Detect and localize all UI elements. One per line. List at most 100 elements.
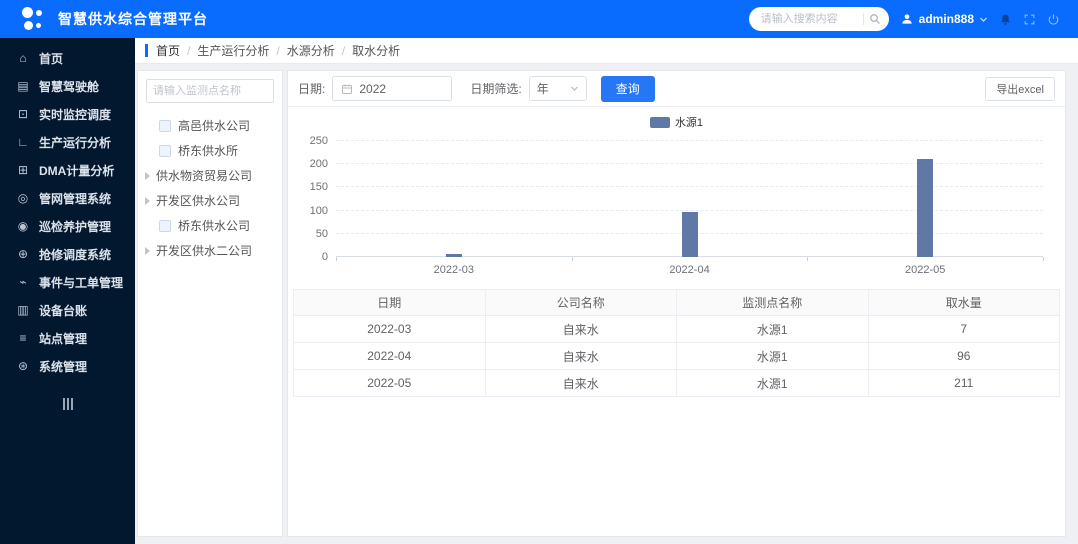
tree-item[interactable]: 供水物资贸易公司 <box>138 163 282 188</box>
breadcrumb-item[interactable]: 水源分析 <box>286 44 335 58</box>
username: admin888 <box>918 12 974 26</box>
sidebar-item-system-mgmt[interactable]: ⊛ 系统管理 <box>0 352 135 380</box>
sidebar-item-label: 系统管理 <box>39 359 88 374</box>
collapse-menu-icon[interactable] <box>0 398 135 410</box>
sidebar-item-home[interactable]: ⌂ 首页 <box>0 44 135 72</box>
breadcrumb-item[interactable]: 取水分析 <box>352 44 401 58</box>
tree-item[interactable]: 开发区供水公司 <box>138 188 282 213</box>
fullscreen-icon[interactable] <box>1023 13 1036 26</box>
sidebar-item-label: 实时监控调度 <box>39 107 112 122</box>
sidebar-item-repair-dispatch[interactable]: ⊕ 抢修调度系统 <box>0 240 135 268</box>
table-header-cell: 公司名称 <box>484 289 677 316</box>
sliders-icon: ≡ <box>19 331 27 345</box>
power-logout-icon[interactable] <box>1047 13 1060 26</box>
breadcrumb-item[interactable]: 生产运行分析 <box>197 44 270 58</box>
date-picker[interactable] <box>332 76 453 101</box>
legend-item[interactable]: 水源1 <box>649 114 703 130</box>
sidebar-item-inspection[interactable]: ◉ 巡检养护管理 <box>0 212 135 240</box>
monitor-icon: ⊡ <box>17 107 29 121</box>
table-row: 2022-03 自来水 水源1 7 <box>293 315 1060 343</box>
chevron-down-icon <box>979 15 988 24</box>
app-logo-icon <box>20 6 46 32</box>
sidebar-item-label: 站点管理 <box>39 331 88 346</box>
table-cell: 211 <box>867 369 1060 397</box>
table-row: 2022-04 自来水 水源1 96 <box>293 342 1060 370</box>
breadcrumb: 首页 / 生产运行分析 / 水源分析 / 取水分析 <box>156 42 400 59</box>
divider <box>862 13 864 25</box>
sidebar-item-event-workorder[interactable]: ⌁ 事件与工单管理 <box>0 268 135 296</box>
table-cell: 7 <box>867 315 1060 343</box>
table-row: 2022-05 自来水 水源1 211 <box>293 369 1060 397</box>
tree-item[interactable]: 桥东供水公司 <box>138 213 282 238</box>
table-cell: 2022-03 <box>293 315 486 343</box>
bolt-icon: ⌁ <box>19 275 27 289</box>
caret-right-icon[interactable] <box>145 246 150 255</box>
table-cell: 2022-05 <box>293 369 486 397</box>
tree-search-input[interactable] <box>153 85 267 97</box>
global-search[interactable] <box>748 7 889 31</box>
chart-plot: 0 50 100 150 200 250 2022-03 2022-04 2022-05 <box>310 135 1044 276</box>
user-menu[interactable]: admin888 <box>900 12 988 26</box>
caret-right-icon[interactable] <box>145 171 150 180</box>
breadcrumb-item[interactable]: 首页 <box>156 44 181 58</box>
chart-bar <box>445 253 462 257</box>
chart-axis-tick <box>336 257 337 261</box>
caret-right-icon[interactable] <box>145 196 150 205</box>
chart-gridline <box>336 209 1043 211</box>
chart-ytick: 50 <box>315 227 328 240</box>
tree-item-label: 桥东供水所 <box>178 144 239 158</box>
sidebar-item-production-analysis[interactable]: ∟ 生产运行分析 <box>0 128 135 156</box>
tree-list: 高邑供水公司 桥东供水所供水物资贸易公司开发区供水公司 桥东供水公司 开发区供水二公司 <box>138 113 282 263</box>
sidebar-item-label: 设备台账 <box>39 303 88 318</box>
chart-gridline <box>336 163 1043 165</box>
global-search-input[interactable] <box>760 13 863 25</box>
breadcrumb-separator: / <box>187 43 191 58</box>
chart-bar <box>917 159 934 257</box>
tree-item[interactable]: 桥东供水所 <box>138 138 282 163</box>
tree-item[interactable]: 高邑供水公司 <box>138 113 282 138</box>
wrench-icon: ⊕ <box>17 247 29 261</box>
sidebar-item-label: 抢修调度系统 <box>39 247 112 262</box>
date-granularity-select[interactable]: 年 <box>528 76 587 101</box>
sidebar-item-equipment-ledger[interactable]: ▥ 设备台账 <box>0 296 135 324</box>
sidebar-item-dma-analysis[interactable]: ⊞ DMA计量分析 <box>0 156 135 184</box>
sidebar-item-smart-cockpit[interactable]: ▤ 智慧驾驶舱 <box>0 72 135 100</box>
ledger-icon: ▥ <box>17 303 29 317</box>
sidebar-item-realtime-monitor[interactable]: ⊡ 实时监控调度 <box>0 100 135 128</box>
chart-xtick: 2022-05 <box>904 264 946 276</box>
chart-ytick: 250 <box>309 135 328 147</box>
query-button[interactable]: 查询 <box>600 75 655 102</box>
table-cell: 2022-04 <box>293 342 486 370</box>
table-header-cell: 监测点名称 <box>676 289 869 316</box>
chart-xtick: 2022-04 <box>669 264 710 276</box>
top-header: 智慧供水综合管理平台 admin888 <box>0 0 1078 38</box>
results-table-wrap: 日期 公司名称 监测点名称 取水量 2022-03 自来水 水源1 7 2022-04 自来水水… <box>293 289 1060 397</box>
chart-bar <box>681 212 698 257</box>
person-icon: ◉ <box>17 219 29 233</box>
sidebar-item-label: 首页 <box>39 51 64 66</box>
sidebar-item-station-mgmt[interactable]: ≡ 站点管理 <box>0 324 135 352</box>
tree-item-label: 供水物资贸易公司 <box>156 169 253 183</box>
sidebar-item-label: 生产运行分析 <box>39 135 112 150</box>
chart-ytick: 0 <box>321 251 328 263</box>
checkbox[interactable] <box>159 144 171 157</box>
tree-item[interactable]: 开发区供水二公司 <box>138 238 282 263</box>
checkbox[interactable] <box>159 219 171 232</box>
chart-axis-tick <box>1043 257 1044 261</box>
export-excel-button[interactable]: 导出excel <box>985 76 1055 101</box>
date-picker-input[interactable] <box>359 81 430 96</box>
notification-bell-icon[interactable] <box>999 13 1012 26</box>
tree-item-label: 高邑供水公司 <box>178 119 251 133</box>
chart-ytick: 100 <box>309 204 328 217</box>
sidebar-item-label: DMA计量分析 <box>39 163 115 178</box>
breadcrumb-accent <box>145 44 148 57</box>
sidebar-item-label: 事件与工单管理 <box>39 275 124 290</box>
table-cell: 自来水 <box>484 342 677 370</box>
search-icon[interactable] <box>869 13 881 25</box>
select-chevron-icon <box>570 84 579 93</box>
checkbox[interactable] <box>159 119 171 132</box>
tree-search[interactable] <box>146 79 274 103</box>
sidebar-item-pipe-network[interactable]: ◎ 管网管理系统 <box>0 184 135 212</box>
gear-icon: ⊛ <box>17 359 29 373</box>
